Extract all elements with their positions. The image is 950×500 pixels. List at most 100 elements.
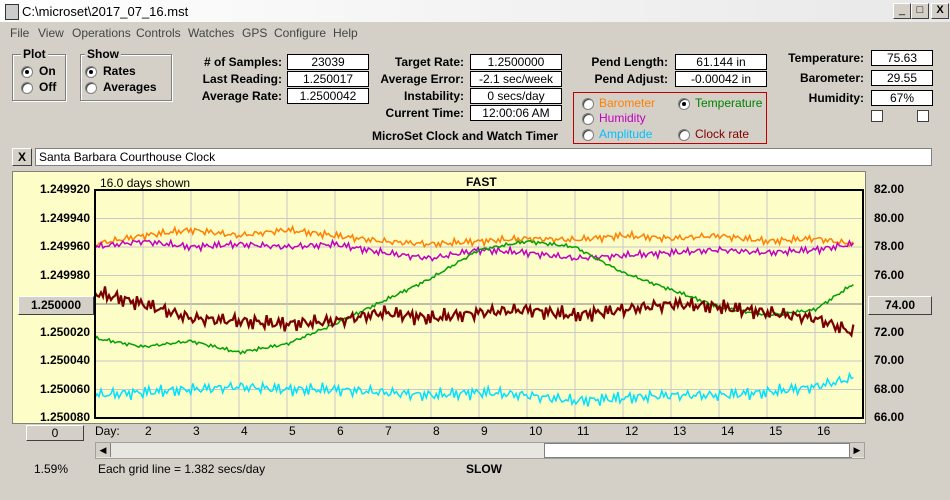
close-button[interactable]: X xyxy=(931,3,949,19)
pend-length-label: Pend Length: xyxy=(591,55,668,69)
center-rate-button[interactable]: 1.250000 xyxy=(18,296,94,315)
left-tick-label: 1.249940 xyxy=(39,210,90,225)
target-rate-field[interactable]: 1.2500000 xyxy=(470,54,562,70)
barometer-label: Barometer: xyxy=(799,71,864,85)
humidity-option-label: Humidity xyxy=(599,111,646,125)
env-checkbox-1[interactable] xyxy=(871,110,883,122)
show-group: Show Rates Averages xyxy=(80,47,172,101)
day-axis-label: Day: xyxy=(95,424,120,438)
clock-rate-radio[interactable] xyxy=(678,129,690,141)
temperature-label: Temperature: xyxy=(788,51,864,65)
menu-configure[interactable]: Configure xyxy=(274,26,327,40)
last-reading-field: 1.250017 xyxy=(287,71,369,87)
time-scrollbar[interactable]: ◀ ▶ xyxy=(95,442,865,459)
right-axis-center-button[interactable]: 74.00 xyxy=(868,296,932,315)
series-line xyxy=(94,224,854,249)
plot-on-label: On xyxy=(39,64,56,78)
instability-label: Instability: xyxy=(403,89,464,103)
rates-label: Rates xyxy=(103,64,136,78)
menu-help[interactable]: Help xyxy=(333,26,358,40)
day-tick-label: 16 xyxy=(817,424,831,438)
day-tick-label: 2 xyxy=(145,424,152,438)
samples-field: 23039 xyxy=(287,54,369,70)
barometer-option-label: Barometer xyxy=(599,96,656,110)
temperature-option-label: Temperature xyxy=(695,96,763,110)
slow-label: SLOW xyxy=(466,462,502,476)
series-line xyxy=(94,238,854,263)
percent-label: 1.59% xyxy=(34,462,69,476)
show-group-label: Show xyxy=(85,47,121,61)
right-tick-label: 76.00 xyxy=(874,267,905,282)
day-tick-label: 15 xyxy=(769,424,783,438)
day-tick-label: 3 xyxy=(193,424,200,438)
right-tick-label: 70.00 xyxy=(874,353,905,367)
zero-button[interactable]: 0 xyxy=(26,425,84,441)
scroll-left-icon[interactable]: ◀ xyxy=(96,443,111,457)
pend-length-field[interactable]: 61.144 in xyxy=(675,54,767,70)
plot-border xyxy=(94,189,864,419)
day-tick-label: 7 xyxy=(385,424,392,438)
averages-radio[interactable] xyxy=(85,82,97,94)
day-tick-label: 5 xyxy=(289,424,296,438)
right-tick-label: 78.00 xyxy=(874,239,905,253)
title-bar: C:\microset\2017_07_16.mst _ □ X xyxy=(0,0,950,22)
temperature-radio[interactable] xyxy=(678,98,690,110)
day-tick-label: 9 xyxy=(481,424,488,438)
window-title: C:\microset\2017_07_16.mst xyxy=(22,4,189,19)
series-line xyxy=(94,286,855,338)
pend-adjust-label: Pend Adjust: xyxy=(594,72,668,86)
pend-adjust-field[interactable]: -0.00042 in xyxy=(675,71,767,87)
day-tick-label: 8 xyxy=(433,424,440,438)
day-tick-label: 14 xyxy=(721,424,735,438)
app-icon xyxy=(5,4,19,20)
fast-label: FAST xyxy=(466,175,497,189)
chart-series xyxy=(94,224,855,407)
menu-gps[interactable]: GPS xyxy=(242,26,268,40)
average-error-label: Average Error: xyxy=(380,72,464,86)
barometer-radio[interactable] xyxy=(582,98,594,110)
day-tick-label: 6 xyxy=(337,424,344,438)
right-tick-label: 82.00 xyxy=(874,182,905,196)
day-tick-label: 4 xyxy=(241,424,248,438)
menu-operations[interactable]: Operations xyxy=(72,26,131,40)
clear-clock-button[interactable]: X xyxy=(12,148,32,166)
day-tick-label: 10 xyxy=(529,424,543,438)
humidity-field: 67% xyxy=(871,90,933,106)
app-name-label: MicroSet Clock and Watch Timer xyxy=(372,129,559,143)
right-tick-label: 66.00 xyxy=(874,410,905,424)
barometer-field: 29.55 xyxy=(871,70,933,86)
plot-on-radio[interactable] xyxy=(21,66,33,78)
menu-file[interactable]: File xyxy=(10,26,30,40)
grid-note-label: Each grid line = 1.382 secs/day xyxy=(98,462,266,476)
humidity-label: Humidity: xyxy=(808,91,864,105)
right-tick-label: 68.00 xyxy=(874,381,905,396)
series-line xyxy=(94,239,854,356)
right-tick-label: 72.00 xyxy=(874,324,905,339)
plot-group: Plot On Off xyxy=(12,47,66,101)
env-checkbox-2[interactable] xyxy=(917,110,929,122)
minimize-button[interactable]: _ xyxy=(893,3,911,19)
plot-off-radio[interactable] xyxy=(21,82,33,94)
chart-gridlines xyxy=(95,189,863,419)
left-tick-label: 1.250080 xyxy=(39,410,90,424)
menu-watches[interactable]: Watches xyxy=(188,26,235,40)
rates-radio[interactable] xyxy=(85,66,97,78)
day-tick-label: 11 xyxy=(577,424,590,438)
scroll-thumb[interactable] xyxy=(544,443,852,458)
instability-field: 0 secs/day xyxy=(470,88,562,104)
menu-view[interactable]: View xyxy=(38,26,64,40)
scroll-right-icon[interactable]: ▶ xyxy=(849,443,864,457)
amplitude-option-label: Amplitude xyxy=(599,127,653,141)
clock-name-field[interactable]: Santa Barbara Courthouse Clock xyxy=(35,148,932,166)
amplitude-radio[interactable] xyxy=(582,129,594,141)
day-tick-label: 13 xyxy=(673,424,687,438)
current-time-field: 12:00:06 AM xyxy=(470,105,562,121)
average-rate-field: 1.2500042 xyxy=(287,88,369,104)
maximize-button[interactable]: □ xyxy=(911,3,929,19)
humidity-radio[interactable] xyxy=(582,113,594,125)
menu-controls[interactable]: Controls xyxy=(136,26,181,40)
left-tick-label: 1.250040 xyxy=(39,353,90,367)
samples-label: # of Samples: xyxy=(203,55,282,69)
days-shown-label: 16.0 days shown xyxy=(100,176,191,190)
